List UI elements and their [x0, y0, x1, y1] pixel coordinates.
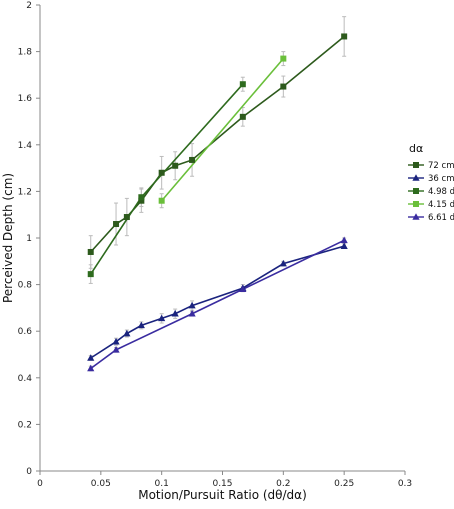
data-point-72-cm	[113, 221, 120, 228]
y-tick-label: 0.8	[18, 281, 33, 291]
legend-label: 36 cm	[428, 174, 454, 184]
x-tick-label: 0.2	[276, 479, 290, 489]
data-point-4-98-d-s	[239, 81, 246, 88]
y-tick-label: 1	[26, 234, 32, 244]
data-point-36-cm	[188, 301, 196, 309]
x-tick-label: 0.1	[155, 479, 169, 489]
data-point-72-cm	[280, 83, 287, 90]
series-markers	[87, 33, 348, 372]
legend-label: 4.98 d/s	[428, 187, 454, 197]
legend-item-4-98-d-s: 4.98 d/s	[408, 187, 454, 197]
x-tick-label: 0.05	[91, 479, 111, 489]
legend: dα 72 cm 36 cm 4.98 d/s 4.15 d/s 6.61 d/s	[408, 142, 454, 223]
data-point-72-cm	[189, 156, 196, 163]
series-line-4-98-d-s	[90, 83, 244, 275]
data-point-72-cm	[158, 169, 165, 176]
legend-label: 6.61 d/s	[428, 213, 454, 223]
data-point-36-cm	[137, 321, 145, 329]
series-lines	[90, 35, 345, 370]
legend-swatch-marker	[413, 188, 419, 194]
y-tick-label: 1.2	[18, 187, 32, 197]
data-point-6-61-d-s	[112, 346, 120, 353]
data-point-72-cm	[341, 33, 348, 40]
data-point-72-cm	[87, 248, 94, 255]
x-tick-label: 0.15	[212, 479, 232, 489]
series-line-72-cm	[90, 35, 345, 253]
data-point-4-15-d-s	[158, 197, 165, 204]
data-point-36-cm	[158, 314, 166, 322]
data-point-6-61-d-s	[239, 285, 247, 293]
y-tick-label: 0.2	[18, 420, 32, 430]
data-point-4-98-d-s	[138, 194, 145, 201]
legend-item-36-cm: 36 cm	[408, 174, 454, 184]
legend-item-6-61-d-s: 6.61 d/s	[408, 213, 454, 223]
y-tick-label: 1.8	[18, 48, 33, 58]
data-point-72-cm	[123, 214, 130, 221]
y-axis-ticks: 0 0.2 0.4 0.6 0.8 1 1.2 1.4 1.6 1.8 2	[18, 1, 40, 477]
y-axis-title: Perceived Depth (cm)	[1, 173, 15, 303]
data-point-36-cm	[123, 329, 131, 337]
axes	[39, 5, 405, 472]
y-tick-label: 0.6	[18, 327, 33, 337]
x-tick-label: 0.25	[334, 479, 354, 489]
data-point-36-cm	[279, 259, 287, 267]
data-point-6-61-d-s	[87, 364, 95, 372]
data-point-36-cm	[87, 354, 95, 361]
x-tick-label: 0.3	[398, 479, 412, 489]
data-point-72-cm	[172, 162, 179, 169]
data-point-36-cm	[171, 309, 179, 317]
x-axis-title: Motion/Pursuit Ratio (dθ/dα)	[138, 488, 307, 502]
legend-swatch-marker	[412, 213, 420, 220]
legend-swatch-marker	[412, 174, 420, 181]
legend-item-4-15-d-s: 4.15 d/s	[408, 200, 454, 210]
y-tick-label: 0.4	[18, 374, 33, 384]
data-point-6-61-d-s	[188, 309, 196, 317]
legend-item-72-cm: 72 cm	[408, 161, 454, 171]
legend-label: 4.15 d/s	[428, 200, 454, 210]
data-point-6-61-d-s	[340, 236, 348, 244]
x-axis-ticks: 0 0.05 0.1 0.15 0.2 0.25 0.3	[37, 471, 412, 489]
legend-items: 72 cm 36 cm 4.98 d/s 4.15 d/s 6.61 d/s	[408, 161, 454, 223]
series-line-4-15-d-s	[161, 58, 284, 202]
legend-label: 72 cm	[428, 161, 454, 171]
error-bars	[88, 16, 347, 372]
y-tick-label: 0	[26, 467, 32, 477]
legend-swatch-marker	[413, 201, 419, 207]
data-point-72-cm	[138, 197, 145, 204]
y-tick-label: 2	[26, 1, 32, 11]
y-tick-label: 1.6	[18, 94, 33, 104]
series-line-6-61-d-s	[90, 239, 345, 370]
data-point-36-cm	[340, 242, 348, 249]
series-line-36-cm	[90, 245, 345, 359]
x-tick-label: 0	[37, 479, 43, 489]
data-point-4-15-d-s	[280, 55, 287, 62]
legend-title: dα	[409, 142, 423, 155]
y-tick-label: 1.4	[18, 141, 33, 151]
data-point-72-cm	[239, 113, 246, 120]
legend-swatch-marker	[413, 162, 419, 168]
data-point-4-98-d-s	[87, 271, 94, 278]
data-point-36-cm	[112, 337, 120, 345]
